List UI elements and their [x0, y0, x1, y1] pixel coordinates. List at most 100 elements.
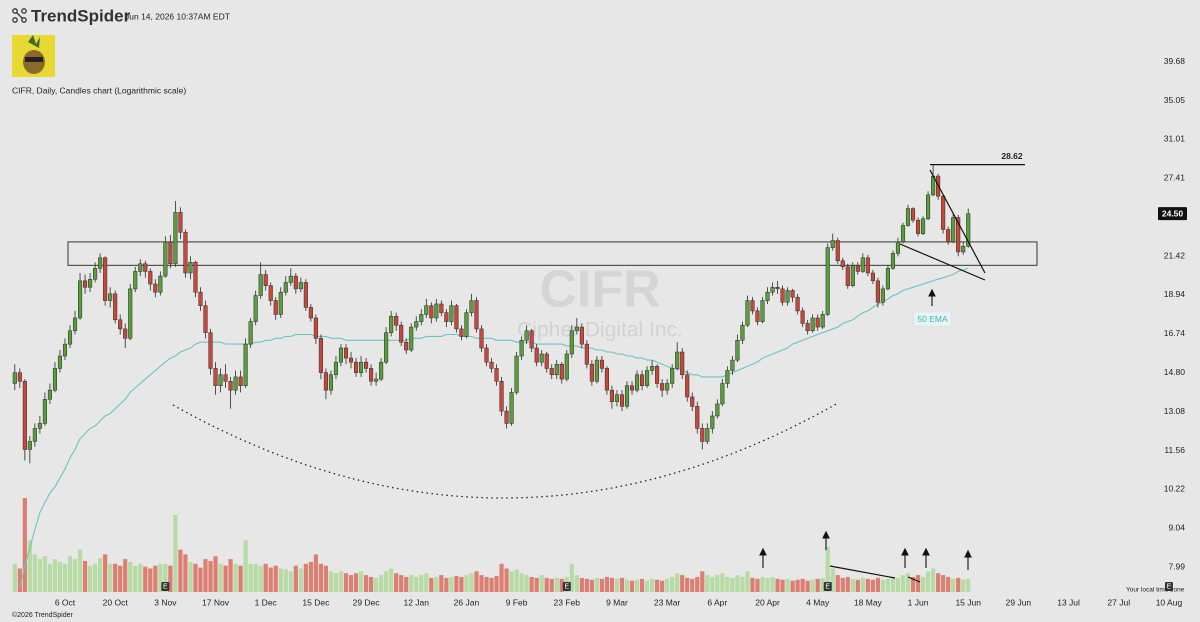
arrow-head [901, 547, 909, 556]
volume-bar [569, 563, 574, 592]
candle-body [539, 353, 544, 363]
volume-bar [118, 565, 123, 592]
volume-bar [519, 573, 524, 592]
candle-body [148, 271, 153, 285]
y-tick-label: 39.68 [1164, 56, 1186, 66]
candle-body [785, 290, 790, 303]
volume-trendline [829, 565, 896, 579]
candle-body [740, 324, 745, 341]
y-tick-label: 14.80 [1164, 367, 1186, 377]
candle-body [103, 257, 108, 301]
volume-bar [474, 571, 479, 592]
volume-bar [374, 577, 379, 592]
candle-body [233, 376, 238, 391]
volume-bar [890, 576, 896, 592]
volume-trendline [907, 576, 921, 583]
volume-bar [604, 576, 610, 592]
volume-bar [775, 578, 780, 592]
volume-bar [634, 579, 640, 592]
volume-bar [920, 576, 926, 592]
candle-body [604, 368, 609, 391]
volume-bar [735, 575, 740, 592]
candle-body [670, 368, 675, 384]
candle-body [328, 374, 333, 391]
candle-body [680, 351, 685, 376]
candle-body [283, 282, 288, 293]
volume-bar [559, 578, 564, 592]
candle-body [594, 359, 599, 382]
candle-body [609, 389, 615, 402]
volume-bar [323, 565, 329, 592]
volume-bar [62, 563, 68, 592]
candle-body [163, 241, 168, 277]
candle-body [629, 385, 635, 391]
volume-bar [238, 565, 243, 592]
candle-body [374, 378, 379, 382]
x-tick-label: 13 Jul [1057, 597, 1080, 607]
candle-body [303, 282, 308, 308]
volume-bar [358, 571, 364, 592]
volume-bar [710, 576, 715, 592]
volume-bar [22, 498, 27, 592]
y-tick-label: 11.56 [1164, 445, 1185, 455]
volume-bar [599, 578, 605, 592]
volume-bar [805, 580, 810, 592]
candle-body [780, 288, 785, 303]
x-tick-label: 1 Jun [908, 597, 929, 607]
candle-body [288, 275, 293, 283]
candle-body [705, 428, 710, 442]
volume-bar [815, 578, 820, 592]
candle-body [193, 262, 198, 293]
volume-bar [384, 571, 389, 592]
volume-bar [870, 579, 875, 592]
volume-bar [113, 563, 118, 592]
volume-bar [609, 577, 615, 592]
candle-body [348, 357, 354, 363]
candle-body [770, 287, 775, 293]
y-tick-label: 27.41 [1164, 173, 1186, 183]
volume-bar [614, 578, 620, 592]
high-label: 28.62 [1001, 151, 1023, 161]
arrow-head [822, 530, 830, 539]
earnings-marker [823, 582, 832, 591]
candle-body [474, 300, 479, 330]
x-tick-label: 3 Nov [154, 597, 177, 607]
volume-bar [790, 580, 795, 592]
volume-bar [629, 580, 635, 592]
candle-body [359, 361, 364, 373]
volume-bar [946, 576, 951, 592]
candle-body [494, 368, 499, 382]
volume-bar [795, 579, 800, 592]
candle-body [47, 389, 52, 400]
candle-body [685, 374, 690, 398]
candle-body [384, 332, 389, 363]
x-tick-label: 29 Jun [1006, 597, 1032, 607]
volume-bar [148, 568, 153, 592]
last-price-label: 24.50 [1162, 208, 1184, 218]
volume-bar [37, 559, 42, 592]
volume-arrows [759, 288, 972, 570]
candle-body [951, 217, 956, 243]
candle-body [835, 240, 840, 262]
volume-bar [163, 563, 168, 592]
volume-bar [895, 577, 901, 592]
volume-bar [404, 576, 409, 592]
candle-body [213, 368, 218, 386]
x-tick-label: 29 Dec [353, 597, 381, 607]
candle-body [253, 295, 258, 322]
volume-bar [444, 577, 449, 592]
volume-bar [524, 575, 529, 592]
candle-body [123, 328, 128, 339]
candle-body [675, 351, 680, 369]
volume-bar [594, 577, 599, 592]
volume-bar [705, 575, 710, 592]
candle-body [293, 275, 298, 290]
candle-body [439, 303, 444, 313]
volume-bar [92, 563, 98, 592]
volume-bar [283, 569, 288, 592]
volume-bar [855, 579, 860, 592]
candle-body [735, 340, 740, 361]
y-tick-label: 31.01 [1164, 134, 1186, 144]
volume-bar [298, 568, 303, 592]
volume-bar [333, 573, 339, 592]
